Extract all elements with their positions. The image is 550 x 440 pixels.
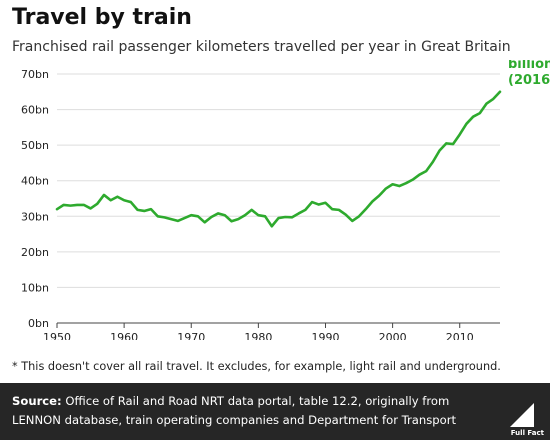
y-tick-label: 0bn <box>28 317 49 330</box>
source-text: Source: Office of Rail and Road NRT data… <box>12 392 482 430</box>
x-tick-label: 1990 <box>311 331 339 340</box>
x-tick-label: 1960 <box>110 331 138 340</box>
series-layer <box>55 90 502 228</box>
x-tick-label: 1980 <box>244 331 272 340</box>
y-tick-label: 50bn <box>21 139 49 152</box>
full-fact-logo-icon <box>510 403 534 427</box>
y-tick-label: 20bn <box>21 246 49 259</box>
chart-subtitle: Franchised rail passenger kilometers tra… <box>12 39 511 55</box>
x-axis-ticks: 1950 1960 1970 1980 1990 2000 2010 <box>43 323 474 340</box>
end-annotation: 65billion(2016) <box>508 60 550 88</box>
series-line <box>55 90 502 228</box>
grid-lines <box>57 73 500 324</box>
line-chart: 0bn 10bn 20bn 30bn 40bn 50bn 60bn 70bn 1950 1960… <box>21 60 550 340</box>
y-tick-label: 70bn <box>21 68 49 81</box>
annotation-line: (2016) <box>508 73 550 88</box>
y-axis-ticks: 0bn 10bn 20bn 30bn 40bn 50bn 60bn 70bn <box>21 68 49 330</box>
source-bar: Source: Office of Rail and Road NRT data… <box>0 383 550 440</box>
x-tick-label: 2010 <box>446 331 474 340</box>
source-body: Office of Rail and Road NRT data portal,… <box>12 394 457 427</box>
x-tick-label: 2000 <box>379 331 407 340</box>
y-tick-label: 60bn <box>21 104 49 117</box>
footnote: * This doesn't cover all rail travel. It… <box>12 360 501 373</box>
annotation-line: billion <box>508 60 550 72</box>
y-tick-label: 30bn <box>21 210 49 223</box>
source-label: Source: <box>12 394 62 408</box>
chart-title: Travel by train <box>12 5 192 30</box>
x-tick-label: 1950 <box>43 331 71 340</box>
x-tick-label: 1970 <box>177 331 205 340</box>
full-fact-logo-text: Full Fact <box>510 429 544 437</box>
y-tick-label: 40bn <box>21 175 49 188</box>
y-tick-label: 10bn <box>21 281 49 294</box>
